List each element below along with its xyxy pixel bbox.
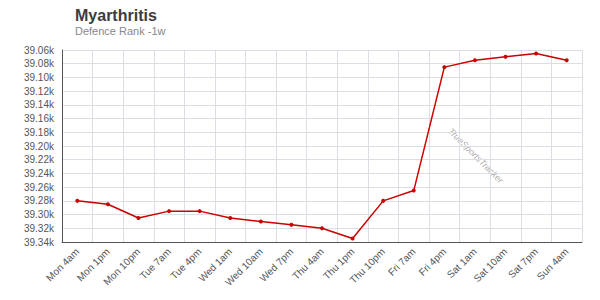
- svg-text:Tue 7am: Tue 7am: [138, 246, 173, 281]
- svg-text:39.34k: 39.34k: [24, 237, 55, 248]
- svg-text:Thu 10pm: Thu 10pm: [347, 246, 387, 286]
- svg-text:Sun 4am: Sun 4am: [535, 246, 571, 282]
- svg-text:39.16k: 39.16k: [24, 113, 55, 124]
- svg-text:39.12k: 39.12k: [24, 86, 55, 97]
- svg-text:Fri 7am: Fri 7am: [386, 246, 418, 278]
- svg-text:39.10k: 39.10k: [24, 72, 55, 83]
- svg-text:Wed 1am: Wed 1am: [196, 246, 235, 284]
- svg-text:Sat 1am: Sat 1am: [444, 246, 479, 281]
- svg-text:Sat 7pm: Sat 7pm: [505, 246, 540, 281]
- svg-text:TrueSportsTracker: TrueSportsTracker: [446, 126, 506, 186]
- svg-text:39.14k: 39.14k: [24, 99, 55, 110]
- svg-text:39.08k: 39.08k: [24, 58, 55, 69]
- svg-text:39.32k: 39.32k: [24, 223, 55, 234]
- svg-text:Thu 4am: Thu 4am: [290, 246, 326, 282]
- svg-text:39.18k: 39.18k: [24, 127, 55, 138]
- svg-text:39.20k: 39.20k: [24, 141, 55, 152]
- svg-text:Myarthritis: Myarthritis: [75, 7, 157, 24]
- svg-text:39.22k: 39.22k: [24, 154, 55, 165]
- svg-text:Sat 10am: Sat 10am: [471, 246, 509, 284]
- svg-text:39.28k: 39.28k: [24, 195, 55, 206]
- svg-text:Mon 1pm: Mon 1pm: [74, 246, 112, 284]
- svg-text:Mon 10pm: Mon 10pm: [101, 246, 142, 287]
- svg-text:Thu 1pm: Thu 1pm: [320, 246, 357, 282]
- svg-text:Tue 4pm: Tue 4pm: [168, 246, 204, 282]
- svg-text:Mon 4am: Mon 4am: [44, 246, 82, 284]
- svg-text:39.06k: 39.06k: [24, 45, 55, 56]
- svg-text:39.24k: 39.24k: [24, 168, 55, 179]
- svg-text:Wed 10am: Wed 10am: [223, 246, 265, 288]
- svg-text:Defence Rank -1w: Defence Rank -1w: [75, 25, 166, 37]
- svg-text:39.26k: 39.26k: [24, 182, 55, 193]
- svg-text:Fri 4pm: Fri 4pm: [417, 246, 449, 278]
- svg-text:Wed 7pm: Wed 7pm: [257, 246, 295, 284]
- svg-text:39.30k: 39.30k: [24, 209, 55, 220]
